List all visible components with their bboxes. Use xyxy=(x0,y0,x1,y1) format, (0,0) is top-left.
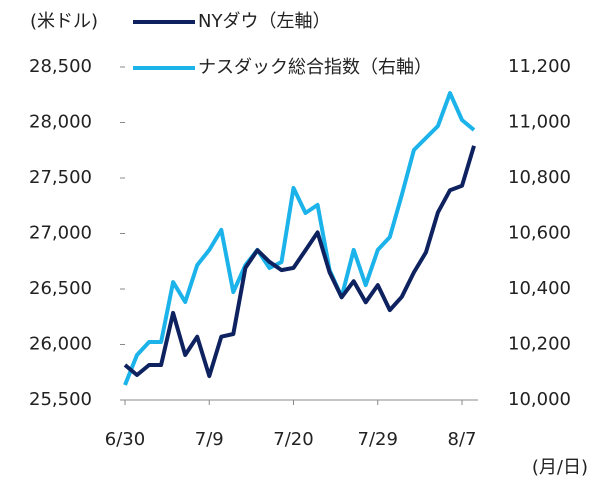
y-tick-label: 28,000 xyxy=(29,112,92,133)
y-tick-label: 27,000 xyxy=(29,223,92,244)
y2-tick-label: 10,800 xyxy=(508,167,571,188)
x-tick-label: 8/7 xyxy=(448,429,477,450)
y2-tick-label: 10,200 xyxy=(508,334,571,355)
y-tick-label: 26,000 xyxy=(29,334,92,355)
y-tick-label: 27,500 xyxy=(29,167,92,188)
legend-label: ナスダック総合指数（右軸） xyxy=(198,57,432,78)
x-unit: (月/日) xyxy=(532,457,588,478)
y2-tick-label: 10,000 xyxy=(508,389,571,410)
x-tick-label: 6/30 xyxy=(105,429,145,450)
x-tick-label: 7/29 xyxy=(358,429,398,450)
y2-tick-label: 10,600 xyxy=(508,223,571,244)
y2-tick-label: 11,200 xyxy=(508,56,571,77)
y2-tick-label: 11,000 xyxy=(508,112,571,133)
y2-tick-label: 10,400 xyxy=(508,278,571,299)
y-unit: (米ドル) xyxy=(30,11,98,32)
y-tick-label: 28,500 xyxy=(29,56,92,77)
legend-label: NYダウ（左軸） xyxy=(198,11,330,32)
x-tick-label: 7/20 xyxy=(273,429,313,450)
series-line xyxy=(123,91,476,386)
x-tick-label: 7/9 xyxy=(195,429,224,450)
series-line xyxy=(123,145,476,379)
y-tick-label: 25,500 xyxy=(29,389,92,410)
y-tick-label: 26,500 xyxy=(29,278,92,299)
